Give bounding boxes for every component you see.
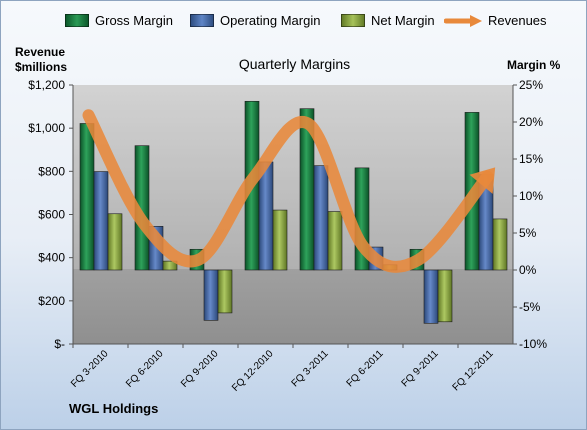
right-tick-label: 20% [519, 115, 543, 129]
legend-net-swatch [341, 14, 365, 27]
x-tick-label: FQ 9-2010 [179, 348, 221, 390]
legend-operating-margin: Operating Margin [190, 13, 320, 28]
right-tick-label: -5% [519, 300, 541, 314]
bar-net-margin [272, 209, 288, 271]
legend-net-margin: Net Margin [341, 13, 435, 28]
left-tick-label: $600 [38, 208, 65, 222]
bar-net-margin [327, 211, 343, 271]
left-tick-label: $800 [38, 164, 65, 178]
left-axis-title: Revenue $millions [15, 45, 67, 75]
bar-operating-margin [313, 165, 329, 271]
bar-operating-margin [258, 161, 274, 271]
right-tick-label: -10% [519, 337, 547, 351]
bar-net-margin [492, 218, 508, 271]
right-tick-label: 25% [519, 78, 543, 92]
legend-revenue-arrow-icon [444, 14, 482, 27]
chart-title: Quarterly Margins [238, 56, 351, 72]
right-tick-label: 15% [519, 152, 543, 166]
x-tick-label: FQ 6-2010 [124, 348, 166, 390]
x-tick-label: FQ 9-2011 [400, 348, 441, 389]
bar-operating-margin [203, 269, 219, 321]
legend-revenues-label: Revenues [488, 13, 547, 28]
right-tick-label: 5% [519, 226, 537, 240]
left-tick-label: $- [54, 337, 65, 351]
left-axis-title-line1: Revenue [15, 45, 66, 59]
revenue-arrowhead [469, 167, 496, 194]
x-tick-label: FQ 12-2010 [230, 348, 276, 394]
bar-operating-margin [93, 171, 109, 271]
footer-company: WGL Holdings [69, 401, 159, 416]
bar-net-margin [217, 269, 233, 314]
left-tick-label: $400 [38, 251, 65, 265]
right-tick-label: 10% [519, 189, 543, 203]
x-tick-label: FQ 6-2011 [345, 348, 386, 389]
legend: Gross Margin Operating Margin Net Margin… [1, 13, 586, 35]
legend-gross-margin: Gross Margin [65, 13, 173, 28]
right-axis-title: Margin % [507, 58, 561, 72]
left-tick-label: $200 [38, 294, 65, 308]
left-tick-label: $1,200 [28, 78, 65, 92]
x-tick-label: FQ 12-2011 [451, 348, 496, 393]
right-tick-label: 0% [519, 263, 537, 277]
x-tick-label: FQ 3-2011 [290, 348, 331, 389]
left-tick-label: $1,000 [28, 121, 65, 135]
legend-gross-swatch [65, 14, 89, 27]
bar-net-margin [437, 269, 453, 323]
legend-net-label: Net Margin [371, 13, 435, 28]
bar-gross-margin [79, 123, 95, 271]
left-axis-title-line2: $millions [15, 60, 68, 74]
legend-operating-swatch [190, 14, 214, 27]
bar-operating-margin [423, 269, 439, 324]
bar-net-margin [107, 213, 123, 271]
legend-operating-label: Operating Margin [220, 13, 321, 28]
legend-revenues: Revenues [444, 13, 547, 28]
x-tick-label: FQ 3-2010 [69, 348, 111, 390]
legend-gross-label: Gross Margin [95, 13, 174, 28]
bar-net-margin [162, 260, 178, 271]
